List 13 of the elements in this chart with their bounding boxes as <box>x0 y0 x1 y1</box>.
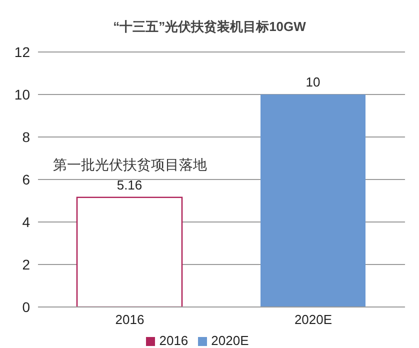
legend-label: 2016 <box>159 333 188 348</box>
y-tick-label: 6 <box>22 171 30 188</box>
legend-label: 2020E <box>211 333 249 348</box>
data-label: 10 <box>306 74 320 90</box>
y-tick-label: 8 <box>22 128 30 145</box>
y-tick-label: 0 <box>22 298 30 315</box>
annotation: 第一批光伏扶贫项目落地 <box>52 157 207 174</box>
y-tick-label: 2 <box>22 256 30 272</box>
y-tick-label: 10 <box>14 86 30 102</box>
data-label: 5.16 <box>116 177 142 192</box>
y-tick-label: 12 <box>14 44 30 60</box>
chart-title: “十三五”光伏扶贫装机目标10GW <box>112 18 307 36</box>
y-tick-label: 4 <box>22 214 30 230</box>
